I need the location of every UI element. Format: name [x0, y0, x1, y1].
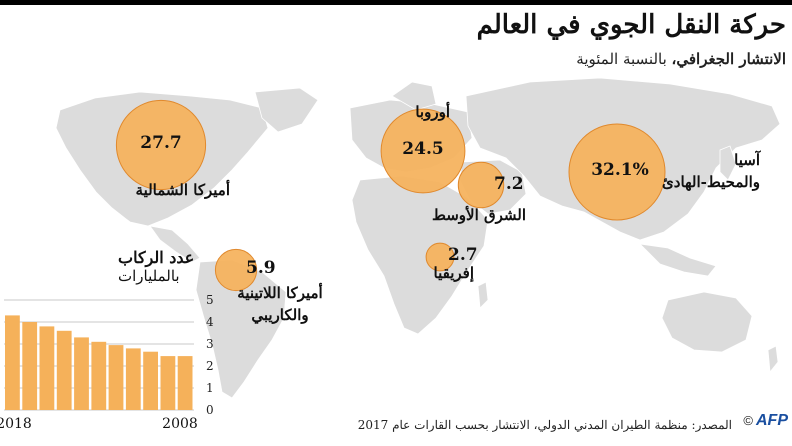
south-america-land: [195, 259, 287, 399]
bubble-middle-east: [457, 161, 505, 209]
bar-2017: [22, 322, 38, 410]
bar-2016: [39, 326, 55, 410]
value-asia: 32.1%: [591, 160, 649, 180]
bar-2012: [108, 345, 124, 410]
subtitle-rest: بالنسبة المئوية: [576, 50, 672, 68]
new-zealand-land: [767, 345, 779, 374]
bar-2018: [5, 315, 20, 410]
afp-logo-text: AFP: [756, 412, 788, 429]
source-note: المصدر: منظمة الطيران المدني الدولي، الا…: [357, 418, 732, 432]
bar-x-tick-label: 2018: [0, 416, 32, 432]
afp-logo: © AFP: [743, 412, 788, 430]
passengers-bar-chart: 0 1 2 3 4 5 2018 2008: [0, 293, 214, 432]
page-title: حركة النقل الجوي في العالم: [476, 10, 786, 40]
bar-2014: [74, 337, 89, 410]
copyright-symbol: ©: [743, 413, 753, 428]
bar-y-tick-label: 5: [206, 293, 214, 307]
bar-y-tick-label: 2: [206, 359, 214, 373]
bubble-asia-pacific: [568, 123, 666, 221]
bar-y-tick-label: 1: [206, 381, 214, 395]
bar-chart-title: عدد الركاب بالمليارات: [118, 248, 278, 286]
label-latin-america-line2: والكاريبي: [251, 306, 309, 324]
greenland-land: [254, 87, 319, 133]
bar-2009: [160, 356, 176, 410]
bar-2008: [177, 356, 193, 410]
bar-2013: [91, 341, 107, 410]
page-subtitle: الانتشار الجغرافي، بالنسبة المئوية: [576, 50, 786, 68]
southeast-asia-land: [638, 243, 717, 277]
label-asia-line1: آسيا: [734, 151, 760, 169]
label-asia-line2: والمحيط-الهادئ: [662, 173, 760, 191]
africa-land: [351, 175, 489, 335]
scandinavia-land: [391, 81, 437, 111]
subtitle-bold: الانتشار الجغرافي،: [671, 50, 786, 68]
bar-x-tick-label: 2008: [162, 416, 198, 432]
bar-2011: [125, 348, 141, 410]
central-america-land: [149, 225, 201, 263]
label-latin-america-line1: أميركا اللاتينية: [237, 284, 323, 302]
australia-land: [661, 291, 753, 353]
bar-y-tick-label: 3: [206, 337, 214, 351]
value-latin-america: 5.9: [246, 258, 276, 278]
bubble-europe: [380, 108, 466, 194]
bubble-africa: [425, 242, 455, 272]
value-africa: 2.7: [448, 245, 478, 265]
bubble-north-america: [115, 99, 207, 191]
bar-y-tick-label: 0: [206, 403, 214, 417]
madagascar-land: [477, 281, 489, 309]
bubble-latin-america: [214, 248, 258, 292]
label-africa: إفريقيا: [433, 264, 474, 282]
bar-2010: [143, 351, 158, 410]
label-north-america: أميركا الشمالية: [135, 181, 230, 199]
bar-y-tick-label: 4: [206, 315, 214, 329]
region-bubbles: [115, 99, 666, 292]
value-north-america: 27.7: [140, 133, 182, 153]
bar-chart-title-text: عدد الركاب: [118, 248, 195, 267]
value-europe: 24.5: [402, 139, 444, 159]
japan-land: [719, 145, 737, 181]
value-middle-east: 7.2: [494, 174, 524, 194]
bar-chart-unit: بالمليارات: [118, 267, 180, 285]
label-europe: أوروبا: [415, 103, 450, 121]
bar-2015: [56, 330, 72, 410]
label-middle-east: الشرق الأوسط: [431, 206, 526, 224]
top-bar: [0, 0, 792, 5]
